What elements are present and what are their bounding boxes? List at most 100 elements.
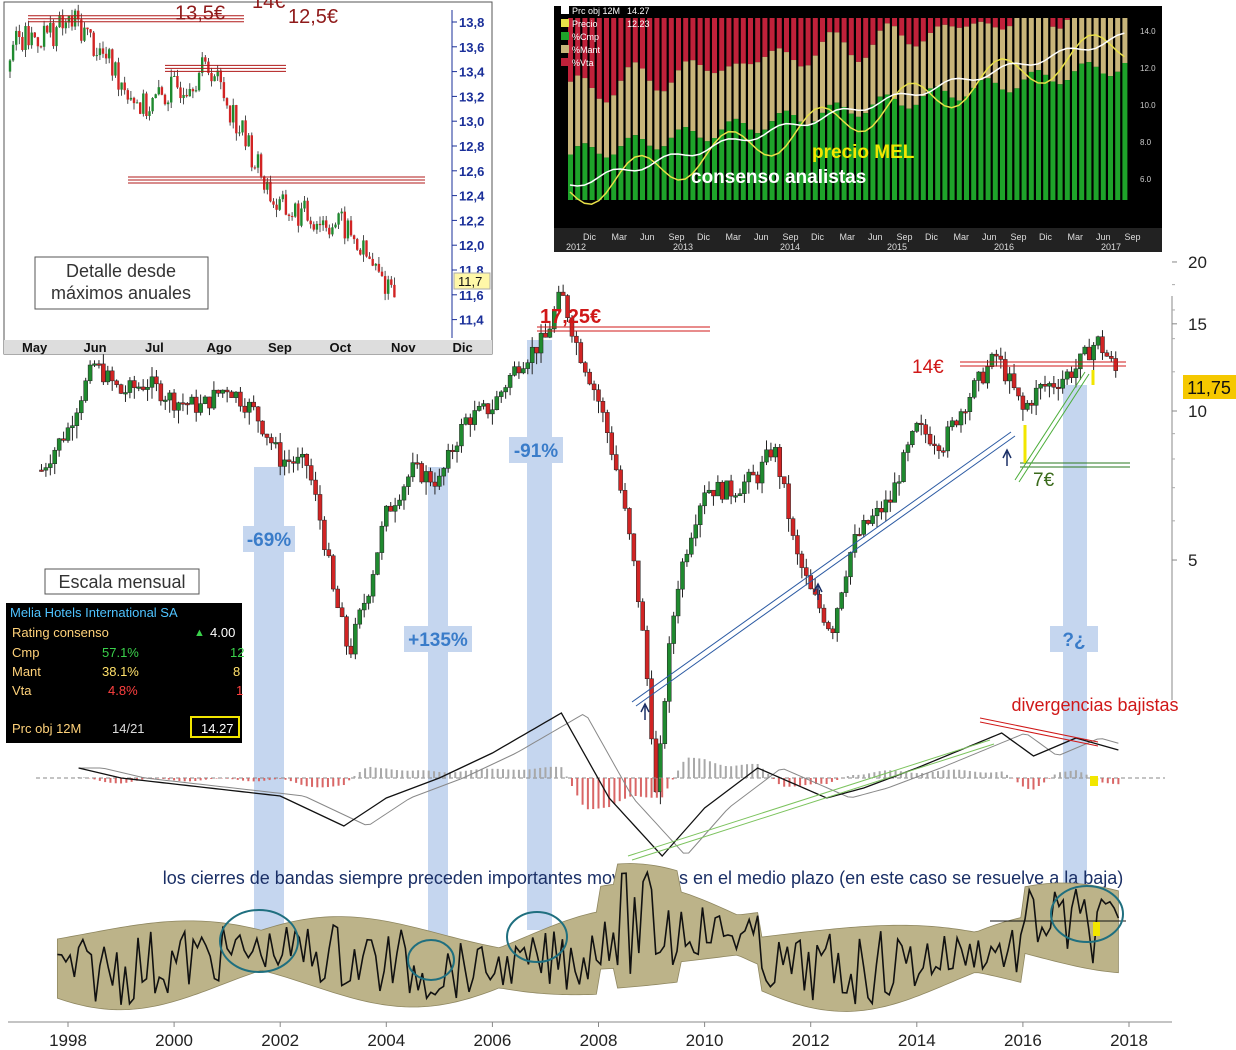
consensus-bar-cmp — [1043, 74, 1049, 200]
candle-body — [109, 370, 115, 382]
detail-candle-body — [142, 93, 145, 114]
candle-body — [998, 355, 1004, 360]
consensus-bar-cmp — [1079, 63, 1085, 200]
detail-y-label: 11,4 — [459, 313, 484, 328]
consensus-bar-cmp — [935, 86, 941, 200]
consensus-month-label: Sep — [783, 232, 799, 242]
consensus-month-label: Mar — [726, 232, 742, 242]
consensus-bar-cmp — [1093, 66, 1099, 200]
candle-body — [1011, 373, 1017, 389]
detail-candle-body — [225, 98, 229, 106]
consensus-bar-vta — [899, 18, 905, 36]
consensus-bar-mant — [949, 26, 955, 98]
candle-body — [693, 524, 699, 539]
consensus-bar-vta — [892, 18, 897, 27]
consensus-mant-pct: 38.1% — [102, 664, 139, 679]
detail-candle-body — [256, 154, 260, 168]
detail-y-label: 12,6 — [459, 164, 484, 179]
consensus-bar-vta — [848, 18, 854, 56]
consensus-bar-vta — [719, 18, 725, 71]
candle-body — [963, 411, 968, 414]
consensus-month-label: Jun — [1096, 232, 1111, 242]
consensus-bar-mant — [683, 61, 689, 128]
candle-body — [224, 389, 230, 393]
consensus-bar-cmp — [856, 116, 861, 200]
candle-body — [892, 482, 897, 503]
divergence-label: divergencias bajistas — [1011, 695, 1178, 715]
consensus-table-title: Melia Hotels International SA — [10, 605, 178, 620]
detail-candle-body — [393, 284, 396, 298]
candle-body — [118, 384, 124, 394]
up-arrow-icon — [640, 702, 650, 713]
move-label-box — [243, 526, 295, 552]
band-fill — [56, 863, 1119, 1012]
consensus-bar-cmp — [978, 80, 984, 200]
candle-body — [463, 417, 469, 425]
candle-body — [768, 449, 774, 458]
candle-body — [485, 403, 491, 415]
consensus-bar-cmp — [1036, 70, 1041, 201]
consensus-bar-vta — [906, 18, 912, 45]
candle-body — [264, 433, 270, 438]
detail-y-label: 12,8 — [459, 139, 484, 154]
detail-candle-body — [197, 72, 201, 91]
detail-candle-body — [321, 220, 325, 226]
candle-body — [932, 443, 937, 446]
candle-body — [883, 499, 889, 513]
detail-candle-body — [80, 19, 83, 41]
candle-body — [896, 481, 902, 484]
detail-candle-body — [89, 29, 92, 33]
candle-body — [361, 602, 367, 611]
consensus-bar-cmp — [884, 94, 890, 200]
consensus-bar-vta — [812, 18, 818, 56]
candle-body — [777, 447, 783, 477]
consensus-bar-mant — [596, 98, 602, 154]
detail-month-label: May — [22, 340, 48, 355]
candle-body — [516, 366, 522, 374]
candle-body — [910, 431, 915, 445]
candle-body — [821, 607, 827, 623]
consensus-bar-mant — [1093, 18, 1099, 67]
detail-candle-body — [346, 220, 350, 239]
consensus-bar-mant — [1043, 18, 1049, 75]
consensus-bar-cmp — [870, 104, 876, 200]
candle-body — [114, 380, 119, 385]
candle-body — [65, 427, 71, 441]
candle-body — [476, 405, 482, 411]
detail-candle-body — [77, 10, 80, 20]
candle-body — [401, 486, 407, 501]
detail-candle-body — [259, 154, 263, 177]
consensus-bar-mant — [841, 42, 847, 107]
consensus-bar-mant — [856, 61, 861, 117]
x-tick-label: 2006 — [473, 1031, 511, 1050]
consensus-bar-mant — [884, 23, 890, 95]
consensus-bar-mant — [575, 75, 581, 147]
detail-candle-body — [287, 214, 291, 217]
last-price-value: 11,75 — [1187, 378, 1231, 398]
consensus-bar-mant — [1028, 18, 1034, 72]
candle-body — [512, 366, 517, 376]
consensus-bar-cmp — [575, 146, 581, 200]
candle-body — [918, 422, 924, 425]
detail-candle-body — [387, 279, 390, 294]
consensus-bar-mant — [992, 27, 998, 83]
consensus-bar-vta — [697, 18, 703, 66]
candle-body — [720, 481, 725, 500]
detail-inset-month-bar — [4, 340, 492, 354]
consensus-bar-cmp — [1115, 71, 1121, 200]
detail-candle-body — [219, 70, 222, 83]
consensus-row-target: Prc obj 12M 14/21 14.27 — [12, 716, 240, 739]
candle-body — [538, 332, 544, 354]
long-trendline — [631, 431, 1012, 703]
candle-body — [145, 387, 150, 390]
detail-candle-body — [213, 76, 216, 82]
consensus-table: Melia Hotels International SA Rating con… — [6, 603, 244, 743]
candle-body — [521, 368, 526, 374]
candle-body — [994, 353, 999, 357]
consensus-bar-cmp — [805, 125, 811, 200]
candle-body — [848, 552, 853, 578]
consensus-year-label: 2015 — [887, 242, 907, 252]
consensus-bar-cmp — [877, 96, 883, 200]
candle-body — [1047, 383, 1052, 387]
detail-candle-body — [253, 167, 257, 169]
